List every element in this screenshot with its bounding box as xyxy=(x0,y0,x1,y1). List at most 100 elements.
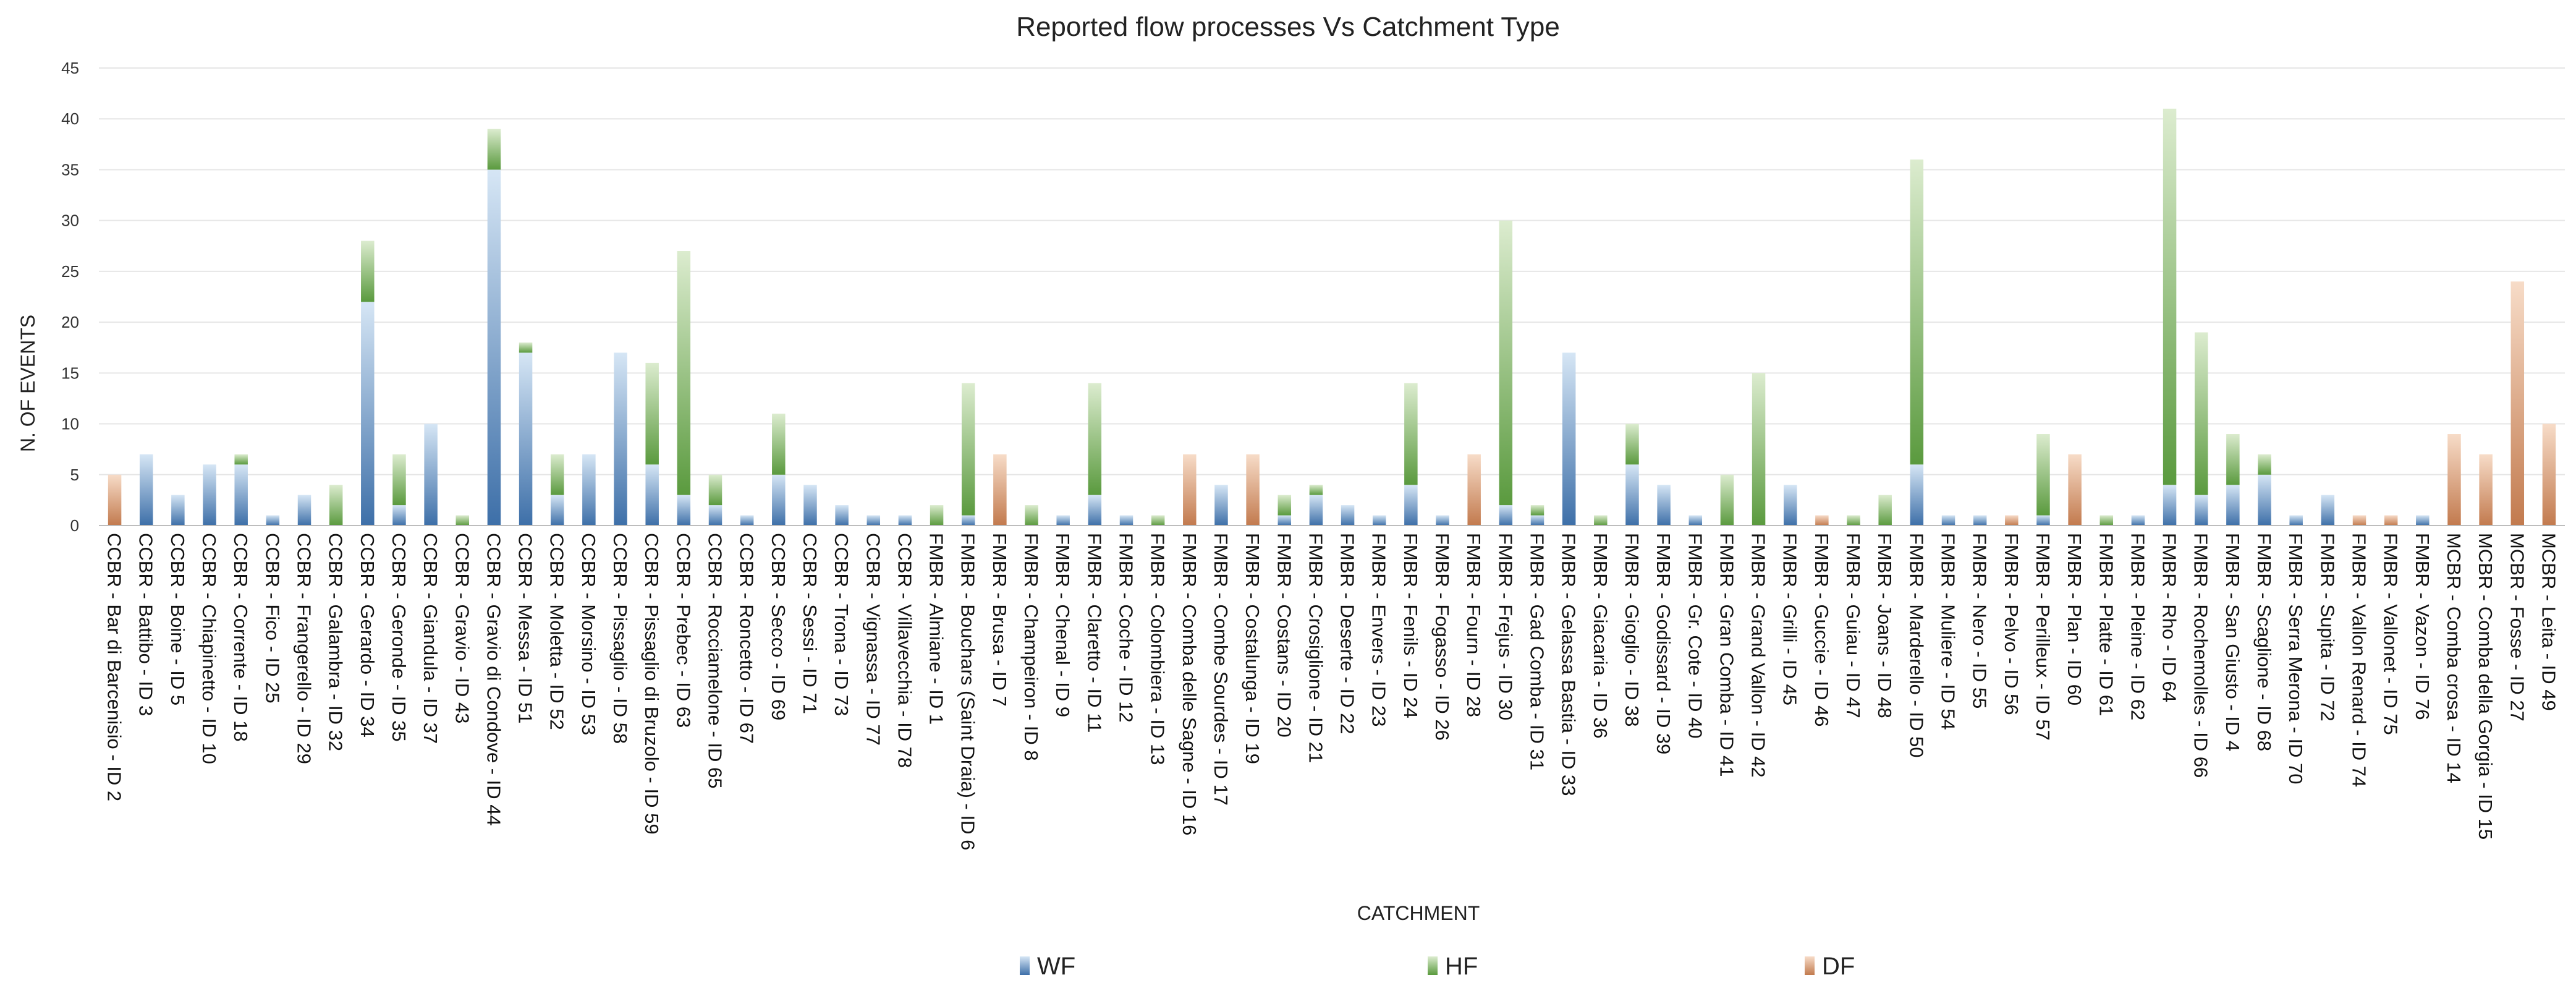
bar-wf-2 xyxy=(171,495,185,526)
y-tick-label: 20 xyxy=(61,313,79,331)
x-tick-label: FMBR - Vallonet - ID 75 xyxy=(2380,533,2402,735)
bar-wf-24 xyxy=(866,515,881,526)
x-tick-label: CCBR - Galambra - ID 32 xyxy=(325,533,347,751)
x-tick-label: FMBR - Perilleux - ID 57 xyxy=(2032,533,2054,741)
x-axis-label: CATCHMENT xyxy=(1357,902,1480,924)
x-tick-label: FMBR - Vallon Renard - ID 74 xyxy=(2349,533,2370,787)
bar-wf-64 xyxy=(2131,515,2145,526)
bar-wf-67 xyxy=(2226,485,2240,526)
x-tick-label: FMBR - Costalunga - ID 19 xyxy=(1242,533,1263,764)
bar-df-62 xyxy=(2068,454,2082,526)
bar-wf-23 xyxy=(835,505,849,526)
bar-wf-66 xyxy=(2194,495,2208,526)
bar-hf-52 xyxy=(1752,373,1766,526)
bar-hf-56 xyxy=(1878,495,1892,526)
x-tick-label: FMBR - Marderello - ID 50 xyxy=(1905,533,1927,757)
legend-swatch-df xyxy=(1805,956,1815,975)
x-tick-label: CCBR - Trona - ID 73 xyxy=(831,533,852,716)
bar-hf-48 xyxy=(1625,424,1639,465)
x-tick-label: CCBR - Boine - ID 5 xyxy=(167,533,189,705)
x-tick-label: FMBR - Guiau - ID 47 xyxy=(1842,533,1864,718)
bar-wf-73 xyxy=(2416,515,2430,526)
y-tick-label: 30 xyxy=(61,211,79,230)
bar-wf-22 xyxy=(803,485,817,526)
bar-hf-41 xyxy=(1404,383,1418,485)
x-tick-label: CCBR - Geronde - ID 35 xyxy=(388,533,410,742)
x-tick-label: FMBR - Muliere - ID 54 xyxy=(1938,533,1959,730)
bar-hf-47 xyxy=(1594,515,1608,526)
bar-df-28 xyxy=(993,454,1007,526)
y-tick-label: 45 xyxy=(61,59,79,77)
x-tick-label: CCBR - Bar di Barcenisio - ID 2 xyxy=(104,533,125,801)
bar-wf-16 xyxy=(614,352,627,526)
x-tick-label: FMBR - Rochemolles - ID 66 xyxy=(2190,533,2212,778)
bar-wf-6 xyxy=(297,495,311,526)
x-tick-label: CCBR - Gravio di Condove - ID 44 xyxy=(483,533,504,826)
bar-wf-59 xyxy=(1973,515,1987,526)
bar-hf-26 xyxy=(930,505,944,526)
bar-df-54 xyxy=(1815,515,1829,526)
legend-label-hf: HF xyxy=(1445,953,1478,980)
bar-wf-9 xyxy=(392,505,406,526)
y-tick-label: 5 xyxy=(70,466,79,484)
bar-wf-68 xyxy=(2258,474,2271,526)
x-tick-label: FMBR - Nero - ID 55 xyxy=(1969,533,1991,709)
x-tick-label: CCBR - Secco - ID 69 xyxy=(768,533,789,720)
bar-hf-51 xyxy=(1720,474,1734,526)
bar-hf-55 xyxy=(1847,515,1860,526)
legend-label-wf: WF xyxy=(1037,953,1075,980)
x-tick-label: CCBR - Pissaglio di Bruzolo - ID 59 xyxy=(641,533,663,835)
bar-wf-19 xyxy=(708,505,722,526)
legend-swatch-hf xyxy=(1428,956,1438,975)
x-tick-label: MCBR - Leita - ID 49 xyxy=(2538,533,2559,711)
x-tick-label: CCBR - Chiapinetto - ID 10 xyxy=(198,533,220,764)
bar-wf-5 xyxy=(266,515,280,526)
legend-swatch-wf xyxy=(1020,956,1030,975)
bar-wf-13 xyxy=(519,352,533,526)
x-tick-label: CCBR - Rocciamelone - ID 65 xyxy=(705,533,726,788)
bar-hf-9 xyxy=(392,454,406,506)
bar-hf-61 xyxy=(2036,434,2050,516)
bar-df-72 xyxy=(2384,515,2398,526)
x-tick-label: FMBR - Godissard - ID 39 xyxy=(1653,533,1674,754)
bar-df-36 xyxy=(1246,454,1260,526)
x-tick-label: FMBR - Grilli - ID 45 xyxy=(1779,533,1801,705)
x-tick-label: CCBR - Frangerello - ID 29 xyxy=(294,533,315,764)
bar-hf-68 xyxy=(2258,454,2271,475)
bar-wf-12 xyxy=(487,169,501,526)
x-tick-label: CCBR - Prebec - ID 63 xyxy=(672,533,694,728)
bar-wf-21 xyxy=(772,474,786,526)
x-tick-label: FMBR - Crosiglione - ID 21 xyxy=(1305,533,1326,763)
x-tick-label: FMBR - Vazon - ID 76 xyxy=(2412,533,2433,720)
chart-title: Reported flow processes Vs Catchment Typ… xyxy=(1016,12,1560,42)
y-tick-label: 0 xyxy=(70,516,79,535)
x-tick-label: FMBR - Fenils - ID 24 xyxy=(1400,533,1421,718)
x-tick-label: CCBR - Messa - ID 51 xyxy=(515,533,536,723)
x-tick-label: FMBR - Almiane - ID 1 xyxy=(926,533,947,725)
x-tick-label: CCBR - Villavecchia - ID 78 xyxy=(894,533,915,768)
bar-hf-45 xyxy=(1530,505,1544,516)
bar-df-77 xyxy=(2542,424,2556,526)
bar-wf-48 xyxy=(1625,464,1639,526)
bar-hf-21 xyxy=(772,414,786,475)
bar-wf-20 xyxy=(740,515,754,526)
bar-wf-42 xyxy=(1436,515,1449,526)
bar-hf-4 xyxy=(234,454,248,465)
bar-hf-67 xyxy=(2226,434,2240,485)
bar-wf-3 xyxy=(203,464,216,526)
y-axis-label: N. OF EVENTS xyxy=(17,315,39,452)
bar-wf-1 xyxy=(139,454,153,526)
bar-hf-18 xyxy=(677,251,691,495)
y-tick-label: 35 xyxy=(61,160,79,179)
bar-wf-46 xyxy=(1562,352,1576,526)
bar-df-43 xyxy=(1467,454,1481,526)
x-tick-label: FMBR - Fourn - ID 28 xyxy=(1463,533,1485,717)
bar-df-0 xyxy=(108,474,122,526)
bar-wf-4 xyxy=(234,464,248,526)
x-tick-label: FMBR - Envers - ID 23 xyxy=(1368,533,1390,727)
bar-wf-61 xyxy=(2036,515,2050,526)
legend-label-df: DF xyxy=(1822,953,1855,980)
bar-wf-50 xyxy=(1688,515,1703,526)
bar-wf-37 xyxy=(1277,515,1292,526)
